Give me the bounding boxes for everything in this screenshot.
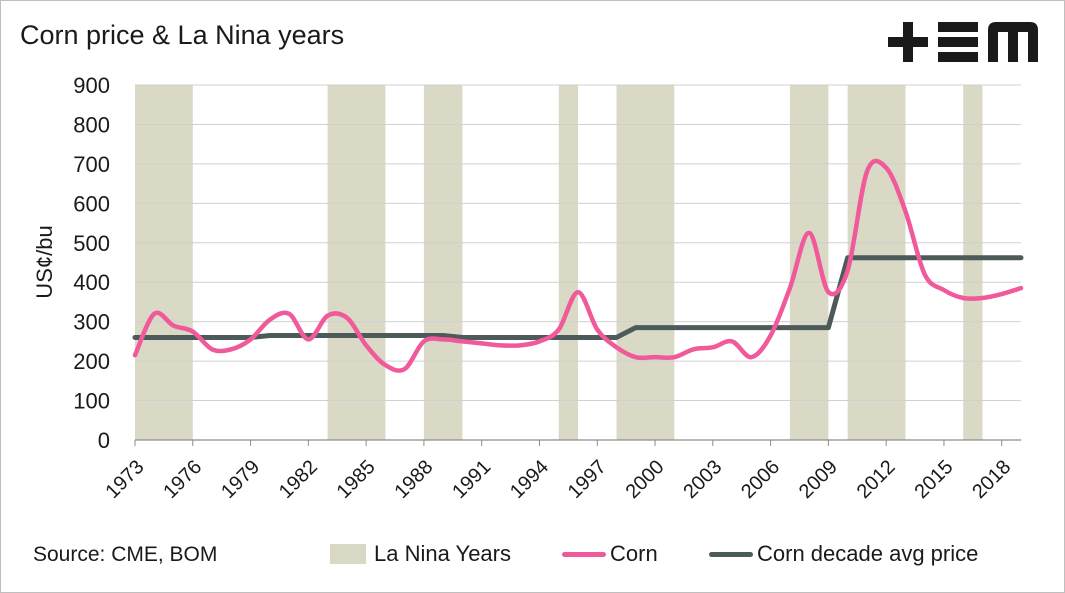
x-tick-label: 2009 (795, 456, 842, 503)
x-tick-label: 2015 (910, 456, 957, 503)
y-tick-label: 800 (73, 112, 110, 137)
legend-item-la-nina: La Nina Years (330, 541, 511, 567)
la-nina-band-0 (135, 85, 193, 440)
legend-swatch-corn (562, 551, 606, 557)
legend-item-corn: Corn (562, 541, 658, 567)
y-tick-label: 300 (73, 310, 110, 335)
x-tick-label: 1982 (275, 456, 322, 503)
chart: 0 100 200 300 400 500 600 700 800 900 1973 1976 197… (32, 73, 1024, 503)
la-nina-band-7 (963, 85, 983, 440)
tem-logo-icon (888, 22, 1038, 62)
x-axis: 1973 1976 1979 1982 1985 1988 1991 1994 1997 2000… (102, 439, 1021, 503)
y-tick-label: 100 (73, 389, 110, 414)
x-tick-label: 2006 (737, 456, 784, 503)
y-tick-label: 900 (73, 73, 110, 98)
y-tick-label: 500 (73, 231, 110, 256)
la-nina-band-4 (616, 85, 675, 440)
la-nina-band-1 (327, 85, 386, 440)
series-line-corn (132, 158, 1024, 373)
y-tick-label: 400 (73, 270, 110, 295)
x-tick-label: 1973 (102, 456, 149, 503)
y-tick-label: 600 (73, 191, 110, 216)
x-tick-label: 2018 (968, 456, 1015, 503)
x-tick-label: 2012 (853, 456, 900, 503)
y-tick-label: 700 (73, 152, 110, 177)
legend-label-corn: Corn (610, 541, 658, 566)
x-tick-label: 1976 (159, 456, 206, 503)
y-axis: 0 100 200 300 400 500 600 700 800 900 (73, 73, 110, 453)
legend-item-avg: Corn decade avg price (709, 541, 978, 567)
la-nina-band-2 (423, 85, 463, 440)
legend-swatch-la-nina (330, 544, 366, 564)
source-note: Source: CME, BOM (33, 543, 218, 566)
brand-logo (888, 22, 1038, 67)
x-tick-label: 1979 (217, 456, 264, 503)
legend-label-avg: Corn decade avg price (757, 541, 979, 566)
page-title: Corn price & La Nina years (20, 20, 345, 50)
x-tick-label: 1991 (448, 456, 495, 503)
x-tick-label: 1985 (333, 456, 380, 503)
x-tick-label: 1994 (506, 456, 553, 503)
x-tick-label: 1988 (390, 456, 437, 503)
y-tick-label: 0 (98, 428, 110, 453)
y-tick-label: 200 (73, 349, 110, 374)
x-tick-label: 1997 (564, 456, 611, 503)
la-nina-band-3 (558, 85, 578, 440)
x-tick-label: 2000 (622, 456, 669, 503)
x-tick-label: 2003 (679, 456, 726, 503)
la-nina-band-6 (847, 85, 906, 440)
series-lines (132, 158, 1024, 373)
y-axis-label: US¢/bu (32, 225, 57, 298)
legend-swatch-avg (709, 551, 753, 557)
la-nina-bands (135, 85, 983, 440)
legend-label-la-nina: La Nina Years (374, 541, 511, 566)
